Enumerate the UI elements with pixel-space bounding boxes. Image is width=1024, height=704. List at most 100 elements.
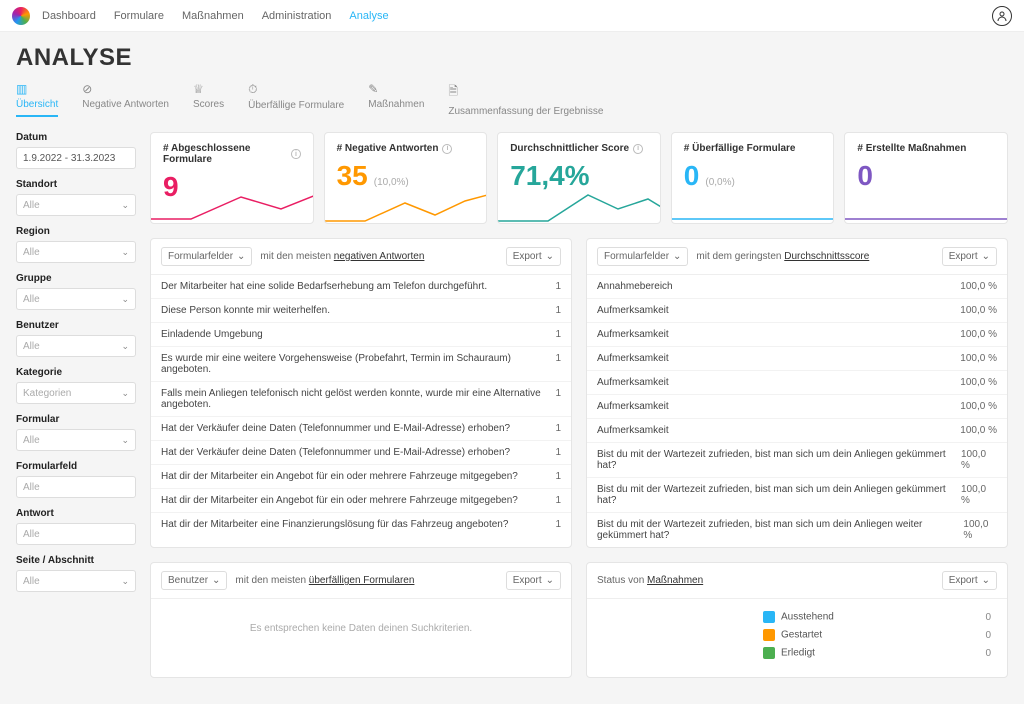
table-row[interactable]: Bist du mit der Wartezeit zufrieden, bis… [587, 513, 1007, 547]
nav-analyse[interactable]: Analyse [349, 10, 388, 22]
row-label: Aufmerksamkeit [597, 377, 669, 388]
table-row[interactable]: Aufmerksamkeit100,0 % [587, 371, 1007, 395]
export-button[interactable]: Export⌄ [942, 571, 997, 590]
info-icon[interactable]: i [442, 144, 452, 154]
nav-formulare[interactable]: Formulare [114, 10, 164, 22]
row-value: 1 [555, 423, 561, 434]
card-created-actions[interactable]: # Erstellte Maßnahmen 0 [844, 132, 1008, 224]
row-label: Annahmebereich [597, 281, 673, 292]
legend-swatch [763, 647, 775, 659]
sparkline [151, 189, 314, 223]
row-value: 1 [555, 305, 561, 316]
table-row[interactable]: Diese Person konnte mir weiterhelfen.1 [151, 299, 571, 323]
tab-negative[interactable]: ⊘Negative Antworten [82, 82, 169, 117]
row-value: 1 [555, 519, 561, 530]
card-negative-answers[interactable]: # Negative Antworteni 35(10,0%) [324, 132, 488, 224]
panel-selector[interactable]: Formularfelder⌄ [161, 247, 252, 266]
card-title: # Überfällige Formulare [684, 143, 796, 154]
panel-description: mit dem geringsten Durchschnittsscore [696, 251, 869, 262]
panel-selector[interactable]: Formularfelder⌄ [597, 247, 688, 266]
filter-seite[interactable]: Alle⌄ [16, 570, 136, 592]
table-row[interactable]: Aufmerksamkeit 100,0 % [587, 299, 1007, 323]
card-completed-forms[interactable]: # Abgeschlossene Formularei 9 [150, 132, 314, 224]
row-label: Hat der Verkäufer deine Daten (Telefonnu… [161, 447, 510, 458]
filter-antwort[interactable]: Alle [16, 523, 136, 545]
row-label: Hat dir der Mitarbeiter ein Angebot für … [161, 495, 518, 506]
row-value: 1 [555, 353, 561, 375]
row-value: 100,0 % [960, 329, 997, 340]
card-overdue-forms[interactable]: # Überfällige Formulare 0(0,0%) [671, 132, 835, 224]
export-button[interactable]: Export⌄ [506, 571, 561, 590]
row-value: 100,0 % [963, 519, 997, 541]
filter-region[interactable]: Alle⌄ [16, 241, 136, 263]
chevron-down-icon: ⌄ [121, 200, 129, 211]
filter-formularfeld[interactable]: Alle [16, 476, 136, 498]
table-row[interactable]: Es wurde mir eine weitere Vorgehensweise… [151, 347, 571, 382]
filter-gruppe[interactable]: Alle⌄ [16, 288, 136, 310]
filter-label-gruppe: Gruppe [16, 273, 136, 284]
table-row[interactable]: Annahmebereich100,0 % [587, 275, 1007, 299]
nav-massnahmen[interactable]: Maßnahmen [182, 10, 244, 22]
export-button[interactable]: Export⌄ [942, 247, 997, 266]
table-row[interactable]: Hat dir der Mitarbeiter eine Finanzierun… [151, 513, 571, 536]
table-row[interactable]: Der Mitarbeiter hat eine solide Bedarfse… [151, 275, 571, 299]
status-legend: Ausstehend0Gestartet0Erledigt0 [587, 599, 1007, 677]
filter-placeholder: Alle [23, 341, 40, 352]
row-value: 100,0 % [960, 305, 997, 316]
panel-selector[interactable]: Benutzer⌄ [161, 571, 227, 590]
table-row[interactable]: Aufmerksamkeit100,0 % [587, 419, 1007, 443]
info-icon[interactable]: i [633, 144, 643, 154]
filter-datum[interactable]: 1.9.2022 - 31.3.2023 [16, 147, 136, 169]
row-label: Bist du mit der Wartezeit zufrieden, bis… [597, 519, 963, 541]
legend-item: Ausstehend0 [603, 611, 991, 623]
filter-kategorie[interactable]: Kategorien⌄ [16, 382, 136, 404]
logo [12, 7, 30, 25]
tab-label: Zusammenfassung der Ergebnisse [448, 106, 603, 117]
panel-rows: Der Mitarbeiter hat eine solide Bedarfse… [151, 275, 571, 536]
filter-standort[interactable]: Alle⌄ [16, 194, 136, 216]
user-menu[interactable] [992, 6, 1012, 26]
table-row[interactable]: Hat dir der Mitarbeiter ein Angebot für … [151, 465, 571, 489]
export-button[interactable]: Export⌄ [506, 247, 561, 266]
info-icon[interactable]: i [291, 149, 300, 159]
selector-label: Formularfelder [604, 251, 669, 262]
legend-swatch [763, 611, 775, 623]
row-label: Aufmerksamkeit [597, 353, 669, 364]
table-row[interactable]: Hat dir der Mitarbeiter ein Angebot für … [151, 489, 571, 513]
table-row[interactable]: Bist du mit der Wartezeit zufrieden, bis… [587, 478, 1007, 513]
table-row[interactable]: Aufmerksamkeit100,0 % [587, 323, 1007, 347]
row-value: 100,0 % [960, 401, 997, 412]
tab-scores[interactable]: ♕Scores [193, 82, 224, 117]
row-label: Bist du mit der Wartezeit zufrieden, bis… [597, 449, 961, 471]
card-value: 0 [857, 160, 873, 192]
card-avg-score[interactable]: Durchschnittlicher Scorei 71,4% [497, 132, 661, 224]
table-row[interactable]: Falls mein Anliegen telefonisch nicht ge… [151, 382, 571, 417]
table-row[interactable]: Einladende Umgebung1 [151, 323, 571, 347]
tab-overdue[interactable]: ⏱Überfällige Formulare [248, 82, 344, 117]
row-value: 1 [555, 495, 561, 506]
panel-negative-answers: Formularfelder⌄ mit den meisten negative… [150, 238, 572, 548]
table-row[interactable]: Aufmerksamkeit100,0 % [587, 395, 1007, 419]
tab-uebersicht[interactable]: ▥Übersicht [16, 82, 58, 117]
tab-actions[interactable]: ✎Maßnahmen [368, 82, 424, 117]
row-label: Aufmerksamkeit [597, 305, 669, 316]
card-subvalue: (10,0%) [374, 177, 409, 188]
tab-summary[interactable]: 🗎Zusammenfassung der Ergebnisse [448, 82, 603, 117]
overview-icon: ▥ [16, 82, 27, 96]
table-row[interactable]: Hat der Verkäufer deine Daten (Telefonnu… [151, 417, 571, 441]
card-title: # Abgeschlossene Formulare [163, 143, 287, 165]
table-row[interactable]: Aufmerksamkeit100,0 % [587, 347, 1007, 371]
row-label: Hat dir der Mitarbeiter ein Angebot für … [161, 471, 518, 482]
card-title: # Negative Antworten [337, 143, 439, 154]
filter-formular[interactable]: Alle⌄ [16, 429, 136, 451]
nav-dashboard[interactable]: Dashboard [42, 10, 96, 22]
table-row[interactable]: Hat der Verkäufer deine Daten (Telefonnu… [151, 441, 571, 465]
filter-benutzer[interactable]: Alle⌄ [16, 335, 136, 357]
sparkline [672, 189, 835, 223]
legend-count: 0 [971, 630, 991, 641]
chevron-down-icon: ⌄ [121, 576, 129, 587]
filter-placeholder: Alle [23, 247, 40, 258]
table-row[interactable]: Bist du mit der Wartezeit zufrieden, bis… [587, 443, 1007, 478]
selector-label: Formularfelder [168, 251, 233, 262]
nav-administration[interactable]: Administration [262, 10, 332, 22]
